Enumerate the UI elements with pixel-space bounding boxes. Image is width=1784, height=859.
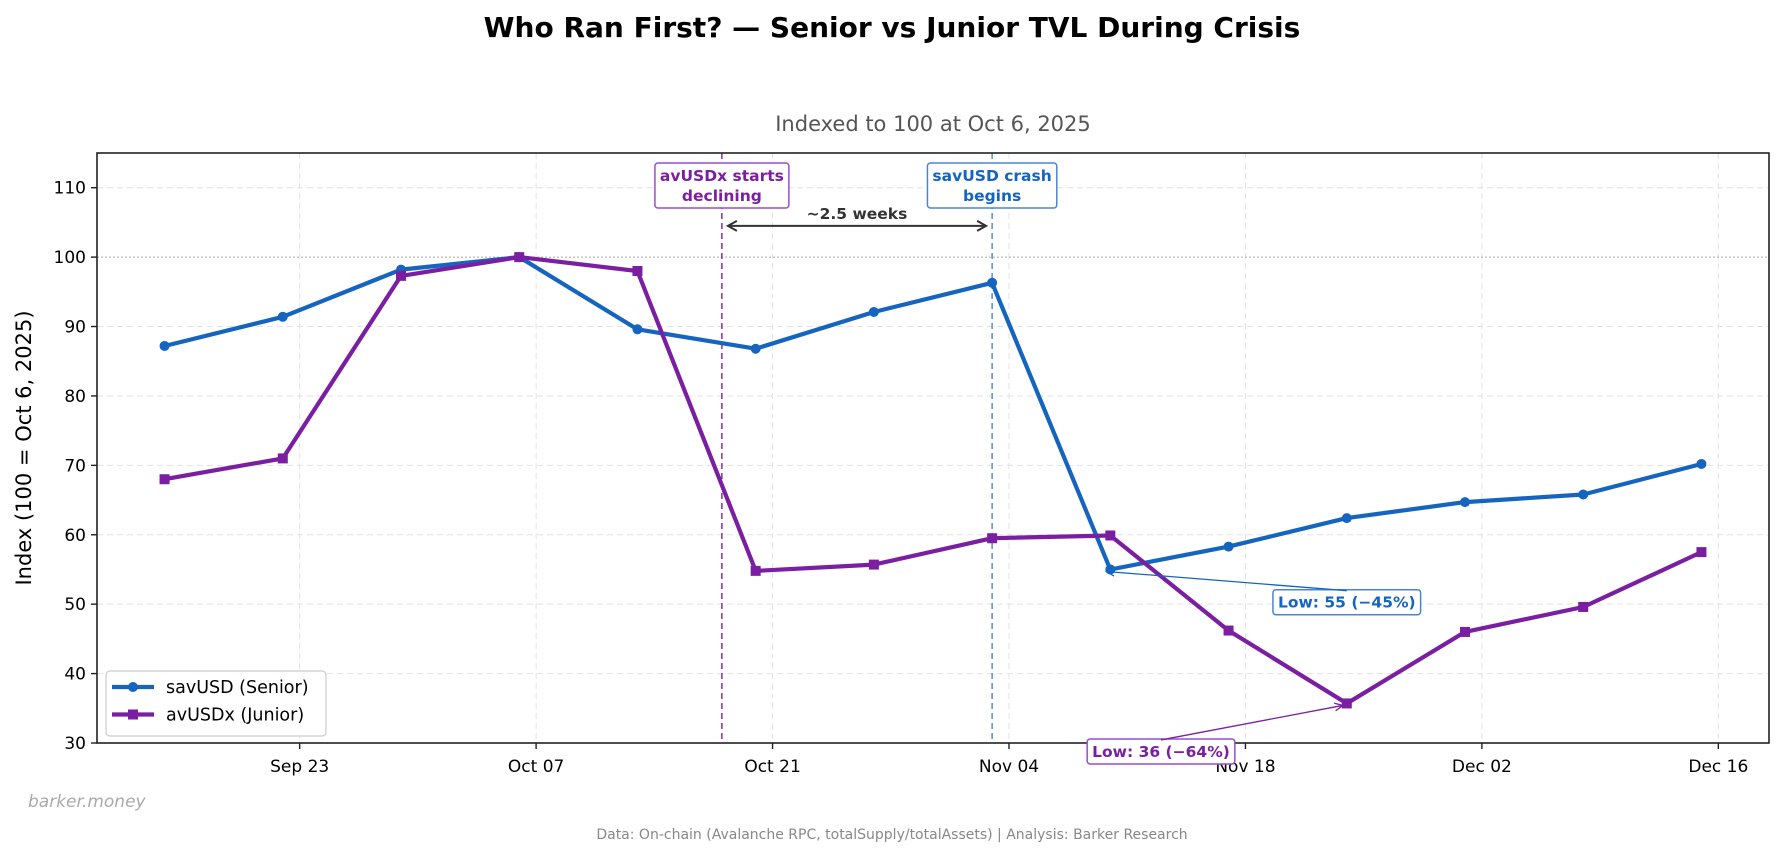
x-tick-label: Nov 04 [979,757,1039,777]
y-tick-label: 70 [64,456,86,476]
data-point [277,311,288,322]
data-point [1460,626,1470,637]
chart-title: Who Ran First? — Senior vs Junior TVL Du… [484,11,1301,44]
legend-label: avUSDx (Junior) [166,706,304,726]
data-point [1223,625,1234,636]
annotation-text: Low: 55 (−45%) [1278,594,1416,612]
data-point [987,533,998,544]
x-tick-label: Dec 16 [1688,757,1748,777]
footer-source: Data: On-chain (Avalanche RPC, totalSupp… [596,827,1187,843]
data-point [1341,513,1352,524]
data-point [1696,547,1707,558]
y-tick-label: 50 [64,595,86,615]
annotation-text: savUSD crash [932,167,1051,185]
series-line-savusd [162,255,1704,572]
event-label: avUSDx starts declining [654,162,790,209]
x-tick-label: Sep 23 [270,757,329,777]
annotation-box [926,162,1058,209]
data-point [1578,601,1589,612]
x-tick-label: Oct 07 [508,757,564,777]
annotation-text: declining [682,187,762,205]
y-tick-label: 100 [54,248,86,268]
data-point [632,266,643,276]
data-point [868,306,879,317]
y-tick-label: 90 [64,318,86,338]
gap-arrow-head-left [725,220,738,232]
legend-marker-square [128,709,138,720]
annotation-text: begins [963,187,1021,205]
data-point [1223,541,1234,552]
y-axis-label: Index (100 = Oct 6, 2025) [12,310,36,585]
y-tick-label: 40 [64,665,86,685]
x-tick-label: Oct 21 [744,757,800,777]
legend-marker-circle [128,682,138,692]
data-point [1696,458,1707,469]
data-point [1341,698,1352,709]
plot-background [97,153,1769,743]
data-point [159,340,170,351]
y-tick-label: 110 [54,179,86,199]
data-point [868,559,879,570]
low-arrow-head [1333,702,1345,712]
low-annotation: Low: 36 (−64%) [1086,738,1236,765]
gap-label: ~2.5 weeks [807,205,908,223]
low-arrow [1106,570,1347,592]
annotation-box [1086,738,1236,765]
data-point [1105,530,1116,541]
data-point [750,343,761,354]
low-arrow [1160,704,1343,741]
chart-subtitle: Indexed to 100 at Oct 6, 2025 [775,112,1091,136]
watermark: barker.money [28,792,147,812]
axes-frame [96,152,1770,744]
data-point [514,252,525,263]
event-label: savUSD crash begins [926,162,1058,209]
data-point [750,565,761,576]
x-tick-label: Dec 02 [1452,757,1512,777]
data-point [632,324,643,335]
gap-arrow-head-right [976,220,989,232]
legend: savUSD (Senior) avUSDx (Junior) [105,670,327,737]
data-point [987,277,998,288]
low-annotation: Low: 55 (−45%) [1272,588,1422,616]
data-point [1578,489,1589,500]
annotation-text: avUSDx starts [660,167,784,185]
data-point [1460,497,1470,508]
legend-label: savUSD (Senior) [166,678,309,698]
annotation-text: Low: 36 (−64%) [1092,743,1230,761]
series-line-avusdx [162,255,1704,706]
low-arrow-head [1104,567,1115,577]
data-point [396,270,406,281]
y-tick-label: 30 [64,734,86,754]
annotation-box [654,162,790,209]
y-tick-label: 60 [64,526,86,546]
plot-area: 30 40 50 60 70 80 90 100 110 Sep 23 Oct 07 Oct 21 No… [54,152,1770,777]
legend-box [105,670,327,737]
annotation-box [1272,588,1422,616]
data-point [159,474,170,485]
data-point [277,453,288,464]
y-tick-label: 80 [64,387,86,407]
